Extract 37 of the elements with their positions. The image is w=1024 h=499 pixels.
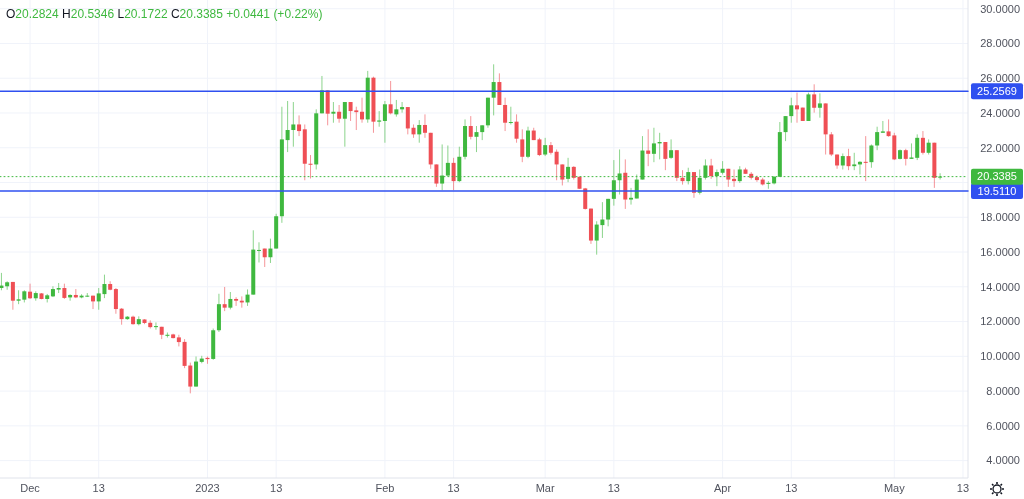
y-tick-label: 14.0000: [980, 280, 1020, 293]
x-tick-label: Dec: [20, 482, 41, 494]
x-tick-label: May: [883, 482, 906, 494]
y-tick-label: 8.0000: [986, 384, 1020, 397]
ref-line-label: 20.3385: [977, 170, 1017, 183]
candlestick: [234, 296, 239, 307]
candlestick: [28, 283, 33, 300]
x-tick-label: 13: [785, 482, 798, 494]
x-tick-label: 13: [447, 482, 460, 494]
x-tick-label: 13: [270, 482, 283, 494]
x-tick-label: 2023: [195, 482, 220, 494]
text: O20.2824 H20.5346 L20.1722 C20.3385 +0.0441 (+0.22%): [6, 7, 323, 21]
y-tick-label: 12.0000: [980, 315, 1020, 328]
y-tick-label: 22.0000: [980, 141, 1020, 154]
y-tick-label: 26.0000: [980, 72, 1020, 85]
candlestick: [909, 142, 914, 160]
candlestick: [337, 104, 342, 124]
x-tick-label: Mar: [535, 482, 555, 494]
y-tick-label: 24.0000: [980, 106, 1020, 119]
y-tick-label: 18.0000: [980, 211, 1020, 224]
candlestick: [880, 120, 885, 134]
ref-line-label: 19.5110: [977, 184, 1017, 197]
y-tick-label: 10.0000: [980, 350, 1020, 363]
candlestick: [629, 187, 634, 206]
x-tick-label: 13: [956, 482, 970, 494]
x-tick-label: Apr: [714, 482, 732, 494]
candlestick: [153, 321, 158, 331]
x-tick-label: Feb: [375, 482, 395, 494]
y-tick-label: 30.0000: [980, 2, 1020, 15]
y-tick-label: 16.0000: [980, 245, 1020, 258]
y-tick-label: 4.0000: [986, 454, 1020, 467]
x-tick-label: 13: [607, 482, 620, 494]
x-tick-label: 13: [92, 482, 105, 494]
candlestick: [176, 334, 181, 347]
y-tick-label: 6.0000: [986, 419, 1020, 432]
ref-line-label: 25.2569: [977, 84, 1017, 97]
y-tick-label: 28.0000: [980, 37, 1020, 50]
